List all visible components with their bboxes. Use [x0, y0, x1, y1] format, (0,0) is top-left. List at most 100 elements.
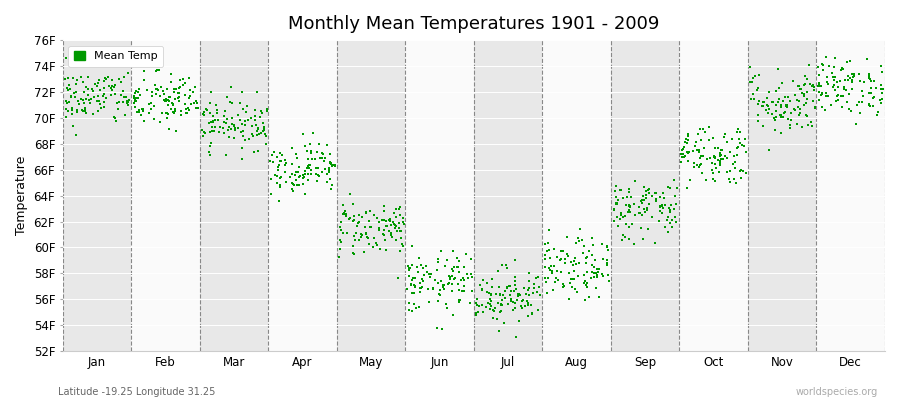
Point: [483, 301, 498, 308]
Point: [273, 184, 287, 190]
Point: [487, 308, 501, 314]
Point: [722, 176, 736, 182]
Point: [767, 115, 781, 122]
Point: [589, 285, 603, 291]
Point: [592, 266, 607, 272]
Point: [184, 93, 198, 99]
Point: [493, 291, 508, 297]
Point: [642, 201, 656, 207]
Point: [857, 79, 871, 85]
Point: [788, 92, 802, 99]
Point: [608, 201, 623, 208]
Point: [596, 256, 610, 263]
Point: [271, 164, 285, 170]
Point: [855, 93, 869, 100]
Point: [545, 286, 560, 293]
Point: [683, 177, 698, 184]
Point: [203, 140, 218, 146]
Point: [615, 209, 629, 216]
Point: [622, 203, 636, 210]
Point: [408, 290, 422, 297]
Point: [527, 281, 542, 288]
Point: [768, 116, 782, 123]
Point: [723, 168, 737, 174]
Point: [800, 88, 814, 95]
Point: [714, 146, 728, 153]
Point: [689, 162, 704, 168]
Point: [847, 70, 861, 77]
Point: [837, 86, 851, 93]
Point: [334, 219, 348, 226]
Point: [591, 269, 606, 275]
Point: [743, 64, 758, 70]
Point: [59, 114, 74, 120]
Point: [616, 195, 630, 202]
Point: [780, 104, 795, 110]
Point: [346, 251, 361, 257]
Point: [166, 89, 181, 95]
Point: [812, 80, 826, 86]
Point: [288, 171, 302, 178]
Point: [334, 227, 348, 233]
Point: [460, 270, 474, 277]
Point: [169, 86, 184, 92]
Point: [274, 158, 289, 164]
Point: [769, 114, 783, 120]
Point: [443, 274, 457, 281]
Point: [805, 83, 819, 90]
Point: [657, 195, 671, 202]
Point: [451, 281, 465, 288]
Point: [517, 284, 531, 291]
Point: [318, 166, 332, 173]
Point: [713, 153, 727, 160]
Point: [166, 109, 181, 116]
Point: [464, 300, 478, 306]
Point: [150, 86, 165, 92]
Point: [499, 262, 513, 268]
Point: [190, 100, 204, 106]
Point: [635, 197, 650, 203]
Point: [869, 85, 884, 91]
Point: [137, 118, 151, 124]
Point: [515, 304, 529, 311]
Point: [752, 72, 766, 78]
Point: [211, 116, 225, 123]
Point: [797, 101, 812, 108]
Point: [159, 110, 174, 116]
Point: [199, 106, 213, 112]
Point: [538, 252, 553, 258]
Point: [747, 96, 761, 102]
Point: [539, 290, 554, 296]
Point: [397, 221, 411, 228]
Point: [688, 142, 702, 149]
Point: [311, 172, 326, 178]
Point: [743, 96, 758, 102]
Point: [450, 264, 464, 270]
Point: [621, 224, 635, 230]
Point: [260, 108, 274, 114]
Point: [871, 109, 886, 115]
Point: [587, 273, 601, 280]
Point: [587, 269, 601, 276]
Point: [640, 205, 654, 211]
Point: [527, 285, 542, 291]
Point: [135, 106, 149, 113]
Bar: [63, 40, 131, 351]
Point: [639, 188, 653, 195]
Point: [799, 100, 814, 106]
Point: [830, 93, 844, 99]
Point: [761, 105, 776, 112]
Point: [206, 118, 220, 124]
Point: [245, 131, 259, 138]
Point: [674, 151, 688, 158]
Point: [507, 288, 521, 294]
Point: [794, 86, 808, 92]
Point: [599, 260, 614, 266]
Point: [734, 174, 748, 181]
Point: [377, 203, 392, 209]
Point: [687, 160, 701, 166]
Point: [557, 282, 572, 289]
Point: [310, 178, 324, 184]
Point: [217, 119, 231, 125]
Point: [102, 83, 116, 89]
